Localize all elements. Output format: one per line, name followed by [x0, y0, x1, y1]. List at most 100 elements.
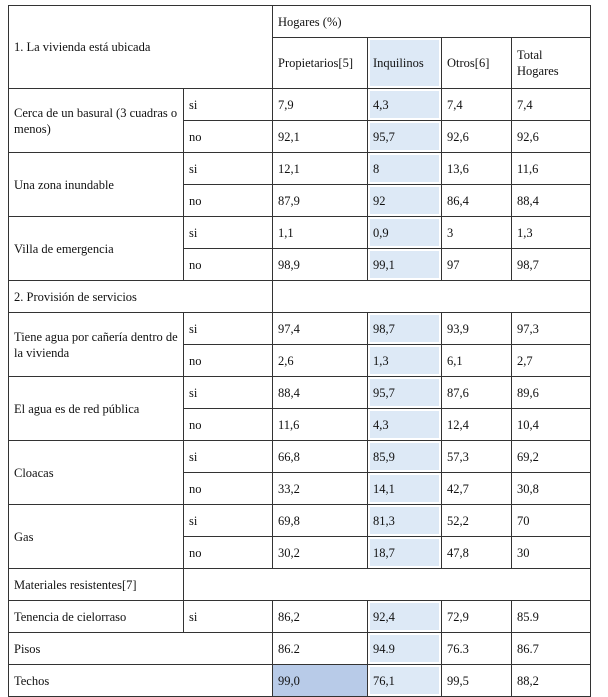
page: 1. La vivienda está ubicada Hogares (%) …: [8, 5, 592, 697]
value-cell: 85.9: [510, 600, 592, 633]
row-key: no: [183, 248, 273, 281]
value-cell: 7,4: [441, 88, 512, 121]
value-cell: 2,6: [272, 344, 368, 377]
value-cell: 10,4: [510, 408, 592, 441]
value-cell: 95,7: [367, 376, 442, 409]
row-key: si: [183, 312, 273, 345]
value-cell: 4,3: [367, 88, 442, 121]
value-cell: 92,6: [441, 120, 512, 153]
value-cell: 69,2: [510, 440, 592, 473]
data-row: no 33,2 14,1 42,7 30,8: [9, 472, 592, 505]
group-header: Hogares (%): [271, 5, 592, 38]
value-cell: 11,6: [510, 152, 592, 185]
value-cell: 52,2: [441, 504, 512, 537]
section-label: Materiales resistentes[7]: [8, 568, 184, 601]
value-cell: 7,9: [272, 88, 368, 121]
value-cell: 6,1: [441, 344, 512, 377]
value-cell: 30,2: [272, 536, 368, 569]
data-row: Tiene agua por cañería dentro de la vivi…: [8, 312, 592, 377]
value-cell: 0,9: [367, 216, 442, 249]
value-cell: 98,7: [367, 312, 442, 345]
data-row: Tenencia de cielorraso si 86,2 92,4 72,9 85.9: [8, 600, 592, 633]
value-cell: 69,8: [272, 504, 368, 537]
data-row: no 30,2 18,7 47,8 30: [9, 536, 592, 569]
value-cell: 13,6: [441, 152, 512, 185]
data-row: Cerca de un basural (3 cuadras o menos) s…: [8, 88, 592, 153]
data-row: Una zona inundable si 12,1 8 13,6 11,6: [8, 152, 592, 217]
value-cell: 57,3: [441, 440, 512, 473]
value-cell: 42,7: [441, 472, 512, 505]
section-header: 1. La vivienda está ubicada: [8, 5, 273, 89]
row-key: no: [183, 472, 273, 505]
value-cell: 88,4: [272, 376, 368, 409]
row-key: si: [183, 152, 273, 185]
row-label: Gas: [8, 504, 184, 569]
data-row: El agua es de red pública si 88,4 95,7 87,6 8…: [8, 376, 592, 441]
row-label: Cerca de un basural (3 cuadras o menos): [8, 88, 184, 153]
row-label: Villa de emergencia: [8, 216, 184, 281]
value-cell: 86,4: [441, 184, 512, 217]
row-key: si: [183, 88, 273, 121]
value-cell: 33,2: [272, 472, 368, 505]
section-row: 2. Provisión de servicios: [8, 280, 592, 313]
row-key: si: [183, 504, 273, 537]
value-cell: 30,8: [510, 472, 592, 505]
value-cell: 94.9: [367, 632, 442, 665]
value-cell: 93,9: [441, 312, 512, 345]
value-cell: 14,1: [367, 472, 442, 505]
value-cell: 12,1: [272, 152, 368, 185]
value-cell: 66,8: [272, 440, 368, 473]
value-cell: 89,6: [510, 376, 592, 409]
column-header: Inquilinos: [367, 37, 442, 89]
value-cell: 92,4: [367, 600, 442, 633]
value-cell: 87,9: [272, 184, 368, 217]
row-label: El agua es de red pública: [8, 376, 184, 441]
value-cell: 30: [510, 536, 592, 569]
data-row: Pisos 86.2 94.9 76.3 86.7: [8, 632, 592, 665]
row-key: no: [183, 408, 273, 441]
section-label: 2. Provisión de servicios: [8, 280, 273, 313]
row-label: Tenencia de cielorraso: [8, 600, 184, 633]
row-label: Una zona inundable: [8, 152, 184, 217]
row-key: si: [183, 600, 273, 633]
empty-cell: [271, 280, 592, 313]
data-row: Gas si 69,8 81,3 52,2 70: [8, 504, 592, 569]
row-label: Pisos: [8, 632, 273, 665]
header-row: Propietarios[5] Inquilinos Otros[6] Total H…: [9, 37, 592, 89]
row-key: no: [183, 344, 273, 377]
value-cell: 97: [441, 248, 512, 281]
value-cell: 98,9: [272, 248, 368, 281]
empty-cell: [182, 568, 592, 601]
value-cell: 1,3: [510, 216, 592, 249]
data-row: Cloacas si 66,8 85,9 57,3 69,2: [8, 440, 592, 505]
value-cell: 99,1: [367, 248, 442, 281]
value-cell: 86,2: [272, 600, 368, 633]
value-cell: 1,1: [272, 216, 368, 249]
value-cell: 2,7: [510, 344, 592, 377]
value-cell: 3: [441, 216, 512, 249]
value-cell: 70: [510, 504, 592, 537]
section-row: Materiales resistentes[7]: [8, 568, 592, 601]
value-cell: 97,3: [510, 312, 592, 345]
value-cell: 87,6: [441, 376, 512, 409]
value-cell: 86.2: [272, 632, 368, 665]
value-cell: 95,7: [367, 120, 442, 153]
value-cell: 72,9: [441, 600, 512, 633]
row-key: si: [183, 440, 273, 473]
row-key: no: [183, 120, 273, 153]
value-cell: 92,1: [272, 120, 368, 153]
row-key: si: [183, 216, 273, 249]
value-cell: 92: [367, 184, 442, 217]
row-key: no: [183, 536, 273, 569]
value-cell: 8: [367, 152, 442, 185]
value-cell: 86.7: [510, 632, 592, 665]
value-cell: 7,4: [510, 88, 592, 121]
data-row: Villa de emergencia si 1,1 0,9 3 1,3: [8, 216, 592, 281]
data-row: no 98,9 99,1 97 98,7: [9, 248, 592, 281]
row-label: Cloacas: [8, 440, 184, 505]
value-cell: 4,3: [367, 408, 442, 441]
row-key: si: [183, 376, 273, 409]
value-cell: 98,7: [510, 248, 592, 281]
column-header: Otros[6]: [441, 37, 512, 89]
table-body: 1. La vivienda está ubicada Hogares (%) …: [8, 5, 592, 697]
